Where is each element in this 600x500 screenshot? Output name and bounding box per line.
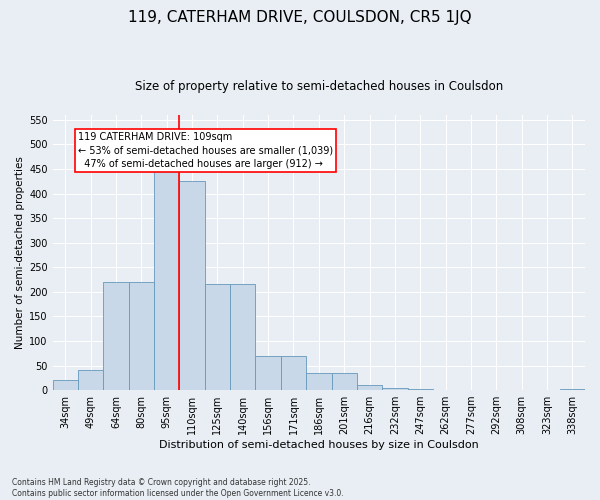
Bar — [382, 388, 407, 390]
Bar — [103, 282, 129, 390]
Bar — [306, 373, 332, 390]
Bar — [154, 164, 179, 390]
Bar — [256, 356, 281, 390]
Text: 119, CATERHAM DRIVE, COULSDON, CR5 1JQ: 119, CATERHAM DRIVE, COULSDON, CR5 1JQ — [128, 10, 472, 25]
Bar — [78, 370, 103, 390]
Bar — [179, 182, 205, 390]
Bar — [332, 373, 357, 390]
Bar — [230, 284, 256, 390]
Bar — [129, 282, 154, 390]
Y-axis label: Number of semi-detached properties: Number of semi-detached properties — [15, 156, 25, 349]
X-axis label: Distribution of semi-detached houses by size in Coulsdon: Distribution of semi-detached houses by … — [159, 440, 479, 450]
Bar — [357, 385, 382, 390]
Bar — [53, 380, 78, 390]
Title: Size of property relative to semi-detached houses in Coulsdon: Size of property relative to semi-detach… — [135, 80, 503, 93]
Bar — [205, 284, 230, 390]
Bar — [281, 356, 306, 390]
Bar — [407, 389, 433, 390]
Bar — [560, 389, 585, 390]
Text: Contains HM Land Registry data © Crown copyright and database right 2025.
Contai: Contains HM Land Registry data © Crown c… — [12, 478, 344, 498]
Text: 119 CATERHAM DRIVE: 109sqm
← 53% of semi-detached houses are smaller (1,039)
  4: 119 CATERHAM DRIVE: 109sqm ← 53% of semi… — [78, 132, 333, 168]
